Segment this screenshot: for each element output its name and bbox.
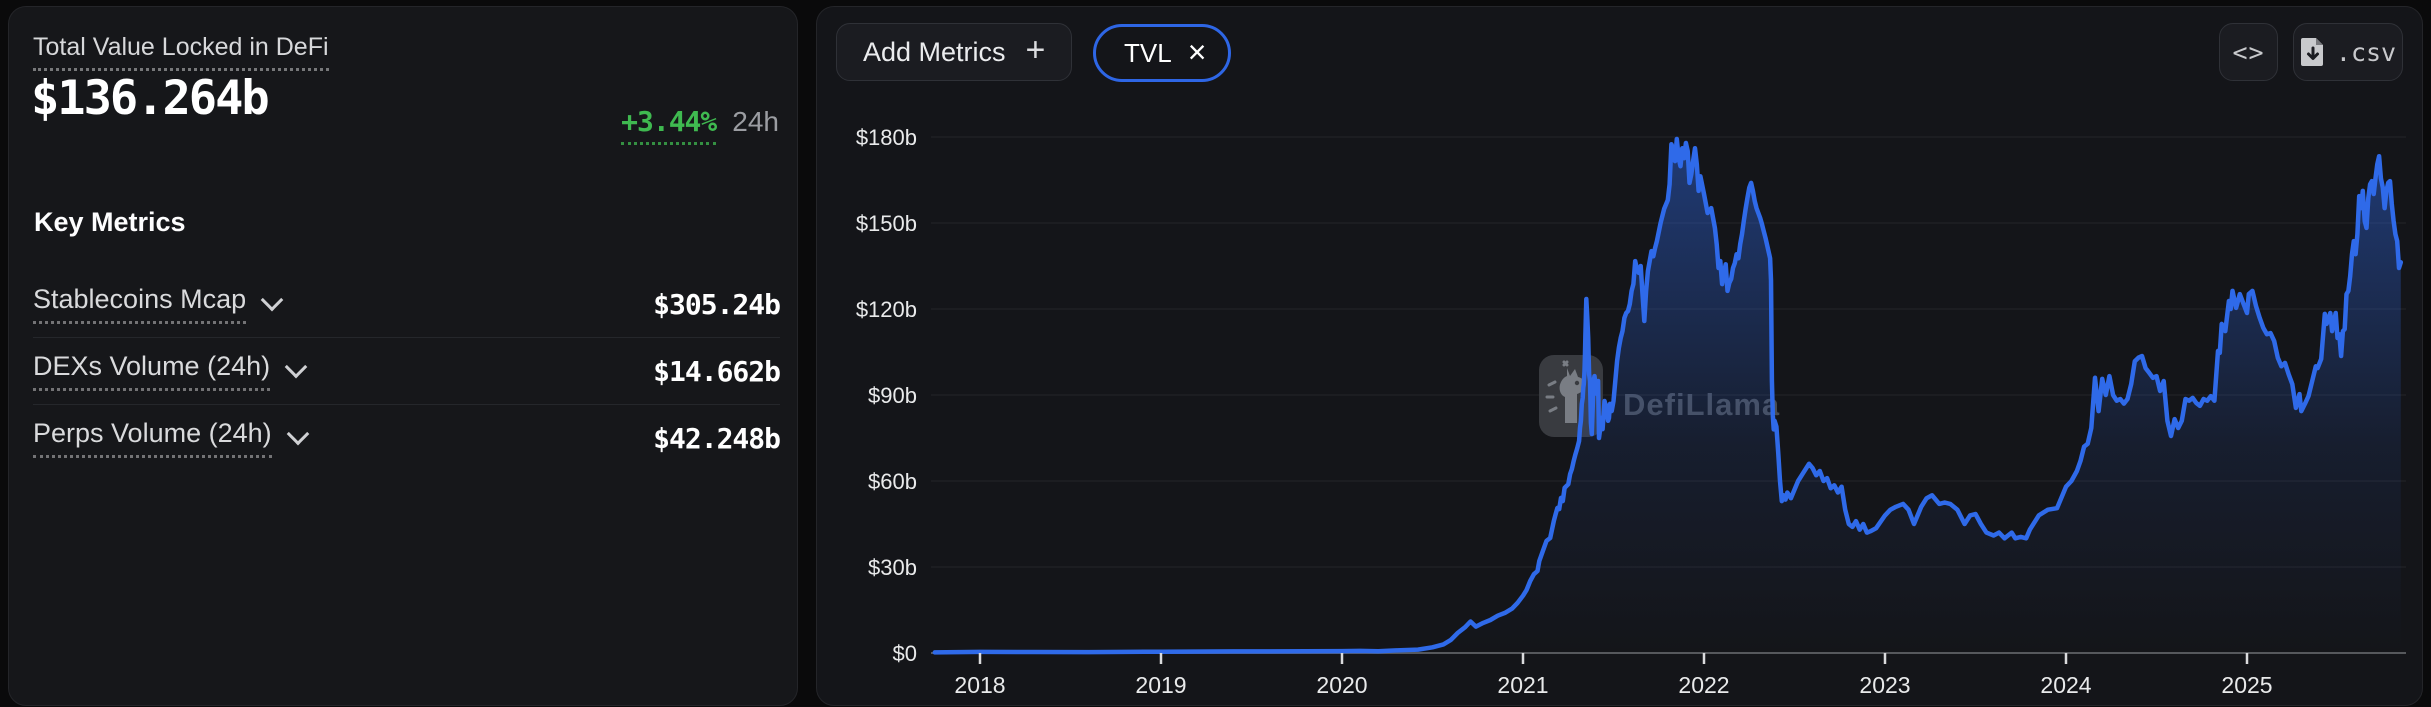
svg-text:$150b: $150b	[856, 211, 917, 236]
chevron-down-icon	[260, 288, 284, 312]
code-icon: <>	[2232, 37, 2265, 67]
metric-label-dexs-volume-dropdown[interactable]: DEXs Volume (24h)	[33, 351, 308, 391]
metric-value-dexs-volume: $14.662b	[653, 354, 781, 388]
add-metrics-button[interactable]: Add Metrics +	[836, 23, 1073, 81]
svg-text:$90b: $90b	[868, 383, 917, 408]
metric-row-dexs-volume: DEXs Volume (24h) $14.662b	[33, 337, 781, 404]
svg-text:$120b: $120b	[856, 297, 917, 322]
svg-text:2022: 2022	[1678, 672, 1729, 698]
tvl-area-fill	[934, 139, 2401, 653]
chevron-down-icon	[284, 355, 308, 379]
svg-text:$60b: $60b	[868, 469, 917, 494]
panel-title: Total Value Locked in DeFi	[33, 33, 329, 71]
defillama-dashboard: { "left_panel": { "title": "Total Value …	[8, 6, 2423, 706]
metric-value-stablecoins: $305.24b	[653, 287, 781, 321]
svg-text:$30b: $30b	[868, 555, 917, 580]
plus-icon: +	[1025, 31, 1046, 69]
svg-text:$180b: $180b	[856, 125, 917, 150]
panel-title-text: Total Value Locked in DeFi	[33, 33, 329, 71]
tvl-change-period: 24h	[732, 106, 779, 137]
tvl-line-series	[932, 136, 2404, 655]
svg-text:2019: 2019	[1135, 672, 1186, 698]
tvl-summary-panel: Total Value Locked in DeFi $136.264b +3.…	[8, 6, 798, 706]
metric-label-perps-volume-dropdown[interactable]: Perps Volume (24h)	[33, 418, 309, 458]
svg-text:2021: 2021	[1497, 672, 1548, 698]
tvl-value: $136.264b	[31, 71, 270, 126]
svg-text:2018: 2018	[954, 672, 1005, 698]
file-download-icon	[2300, 38, 2323, 66]
metric-label-stablecoins-dropdown[interactable]: Stablecoins Mcap	[33, 284, 284, 324]
svg-text:2023: 2023	[1859, 672, 1910, 698]
tvl-change-percent: +3.44%	[621, 105, 717, 145]
download-csv-button[interactable]: .csv	[2293, 23, 2403, 81]
metric-value-perps-volume: $42.248b	[653, 421, 781, 455]
svg-text:2025: 2025	[2221, 672, 2272, 698]
metric-row-stablecoins: Stablecoins Mcap $305.24b	[33, 271, 781, 337]
svg-text:$0: $0	[893, 641, 917, 666]
close-icon[interactable]: ×	[1187, 34, 1207, 70]
svg-text:2024: 2024	[2040, 672, 2091, 698]
embed-code-button[interactable]: <>	[2219, 23, 2278, 81]
metric-row-perps-volume: Perps Volume (24h) $42.248b	[33, 404, 781, 471]
svg-text:2020: 2020	[1316, 672, 1367, 698]
key-metrics-heading: Key Metrics	[34, 207, 186, 237]
tvl-area-chart[interactable]: $0$30b$60b$90b$120b$150b$180bDefiLlama20…	[817, 7, 2424, 707]
key-metrics-list: Stablecoins Mcap $305.24b DEXs Volume (2…	[33, 271, 781, 471]
tvl-metric-pill[interactable]: TVL ×	[1093, 24, 1232, 82]
chevron-down-icon	[286, 422, 309, 446]
tvl-chart-panel: $0$30b$60b$90b$120b$150b$180bDefiLlama20…	[816, 6, 2423, 706]
tvl-change-wrap: +3.44% 24h	[621, 105, 779, 145]
